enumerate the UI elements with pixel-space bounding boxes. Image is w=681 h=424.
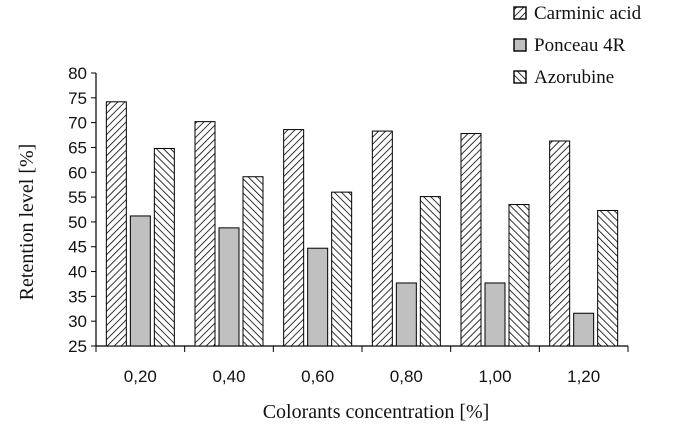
y-tick-label: 70 [68, 114, 87, 133]
x-tick-label: 0,40 [212, 367, 245, 386]
bar-ponceau-4r-5 [484, 282, 506, 347]
x-axis: 0,20 0,40 0,60 0,80 1,00 1,20 [95, 345, 629, 386]
legend-label: Carminic acid [534, 3, 642, 24]
bar-carminic-acid-5 [460, 133, 482, 347]
y-axis: 25 30 35 40 45 50 55 60 65 70 75 80 [68, 64, 97, 356]
bar-carminic-acid-4 [371, 130, 393, 347]
bar-carminic-acid-1 [105, 101, 127, 347]
y-tick-label: 50 [68, 213, 87, 232]
bar-ponceau-4r-2 [218, 227, 240, 347]
y-axis-title: Retention level [%] [16, 144, 38, 301]
bar-carminic-acid-2 [194, 121, 216, 347]
legend: Carminic acid Ponceau 4R Azorubine [513, 3, 642, 88]
y-tick-label: 30 [68, 312, 87, 331]
y-tick-label: 45 [68, 238, 87, 257]
legend-label: Ponceau 4R [534, 35, 626, 56]
legend-swatch [513, 6, 527, 20]
y-tick-label: 80 [68, 64, 87, 83]
x-tick-label: 0,60 [301, 367, 334, 386]
bar-azorubine-3 [331, 191, 353, 347]
y-tick-label: 55 [68, 188, 87, 207]
bar-ponceau-4r-3 [307, 247, 329, 347]
x-axis-title: Colorants concentration [%] [263, 401, 490, 423]
legend-swatch [513, 38, 527, 52]
y-tick-label: 60 [68, 163, 87, 182]
y-tick-label: 40 [68, 263, 87, 282]
legend-swatch [513, 70, 527, 84]
y-tick-label: 25 [68, 337, 87, 356]
bars [105, 101, 619, 347]
bar-azorubine-4 [419, 196, 441, 347]
bar-ponceau-4r-6 [573, 312, 595, 347]
bar-carminic-acid-3 [283, 129, 305, 347]
bar-azorubine-6 [597, 209, 619, 347]
bar-carminic-acid-6 [549, 140, 571, 347]
x-tick-label: 1,20 [567, 367, 600, 386]
x-tick-label: 0,80 [390, 367, 423, 386]
bar-azorubine-2 [242, 176, 264, 347]
y-tick-label: 65 [68, 138, 87, 157]
legend-label: Azorubine [534, 67, 614, 88]
bar-ponceau-4r-1 [129, 215, 151, 347]
bar-ponceau-4r-4 [395, 282, 417, 347]
bar-azorubine-5 [508, 204, 530, 347]
x-tick-label: 0,20 [124, 367, 157, 386]
y-tick-label: 35 [68, 287, 87, 306]
x-tick-label: 1,00 [478, 367, 511, 386]
y-tick-label: 75 [68, 89, 87, 108]
bar-azorubine-1 [153, 147, 175, 347]
